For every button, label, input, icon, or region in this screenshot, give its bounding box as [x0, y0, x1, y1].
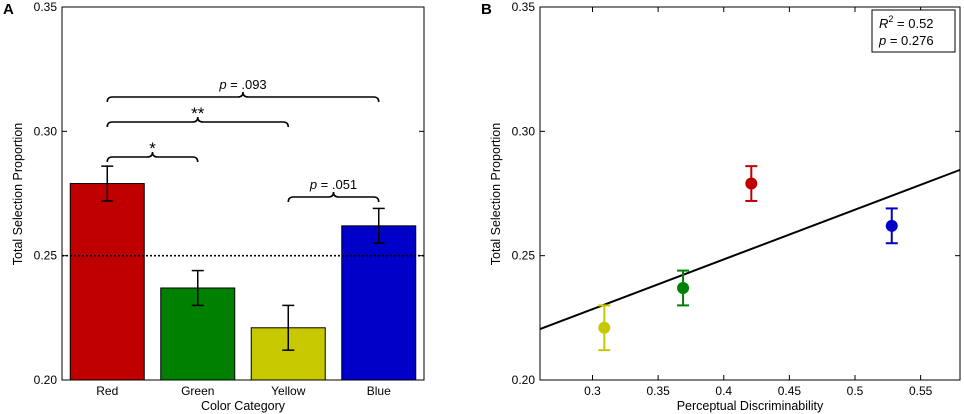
point-red: [745, 165, 758, 202]
y-tick-label: 0.20: [512, 373, 536, 387]
panel-a-x-tick-labels: Red Green Yellow Blue: [96, 384, 391, 398]
error-bar-red: [101, 165, 114, 202]
significance-brace-1: *: [106, 139, 199, 163]
y-tick-label: 0.30: [34, 124, 58, 138]
point-green: [677, 269, 690, 307]
point-yellow: [598, 304, 611, 352]
y-tick-label: 0.25: [512, 249, 536, 263]
y-tick-label: 0.35: [512, 0, 536, 14]
panel-a-x-axis-title: Color Category: [201, 399, 286, 413]
panel-b-scatter-chart: B 0.20 0.25 0.30 0.35 0.3 0.35 0.4 0.45 0.5 0.55…: [481, 0, 961, 413]
x-tick-label-green: Green: [181, 384, 214, 398]
significance-brace-2: **: [106, 104, 290, 128]
y-tick-label: 0.35: [34, 0, 58, 14]
panel-b-x-axis-title: Perceptual Discriminability: [677, 399, 824, 413]
x-tick-label-red: Red: [96, 384, 118, 398]
r-squared-label: R2 = 0.52: [879, 14, 934, 31]
panel-a-bars: [69, 183, 417, 381]
panel-b-points: [598, 165, 898, 352]
regression-fit-line: [539, 168, 961, 330]
error-bar-yellow: [282, 304, 295, 351]
annotation-label: p = .093: [218, 77, 266, 92]
bar-green: [160, 287, 236, 381]
panel-a-error-bars: [101, 165, 385, 351]
stats-box-frame: [871, 9, 956, 53]
bar-red: [69, 183, 145, 381]
panel-b-y-axis-title: Total Selection Proportion: [489, 123, 503, 265]
panel-a-letter: A: [3, 1, 14, 18]
panel-b-x-ticks: 0.3 0.35 0.4 0.45 0.5 0.55: [584, 7, 933, 398]
point-blue: [885, 207, 898, 245]
x-tick-label: 0.35: [646, 384, 670, 398]
error-bar-green: [191, 269, 204, 307]
x-tick-label: 0.5: [847, 384, 864, 398]
panel-b-plot-area: [539, 6, 961, 381]
x-tick-label-yellow: Yellow: [271, 384, 306, 398]
y-tick-label: 0.20: [34, 373, 58, 387]
annotation-label: **: [191, 104, 205, 123]
panel-a-plot-area: [61, 6, 425, 381]
x-tick-label-blue: Blue: [367, 384, 391, 398]
significance-brace-4: p = .051: [287, 177, 380, 203]
x-tick-label: 0.4: [715, 384, 732, 398]
annotation-label: p = .051: [309, 177, 357, 192]
p-value-label: p = 0.276: [878, 33, 934, 48]
x-tick-label: 0.3: [584, 384, 601, 398]
y-tick-label: 0.25: [34, 249, 58, 263]
panel-b-letter: B: [481, 1, 492, 18]
significance-brace-3: p = .093: [106, 77, 380, 103]
panel-a-y-axis-title: Total Selection Proportion: [11, 123, 25, 265]
annotation-label: *: [149, 139, 156, 158]
stats-box: R2 = 0.52 p = 0.276: [871, 9, 956, 53]
x-tick-label: 0.45: [778, 384, 802, 398]
error-bar-blue: [372, 207, 385, 244]
x-tick-label: 0.55: [909, 384, 933, 398]
panel-b-y-ticks: 0.20 0.25 0.30 0.35: [512, 0, 960, 387]
bar-blue: [341, 225, 417, 381]
y-tick-label: 0.30: [512, 124, 536, 138]
panel-a-bar-chart: A 0.200.250.300.35 Red Green Yellow Blue **…: [3, 0, 425, 413]
